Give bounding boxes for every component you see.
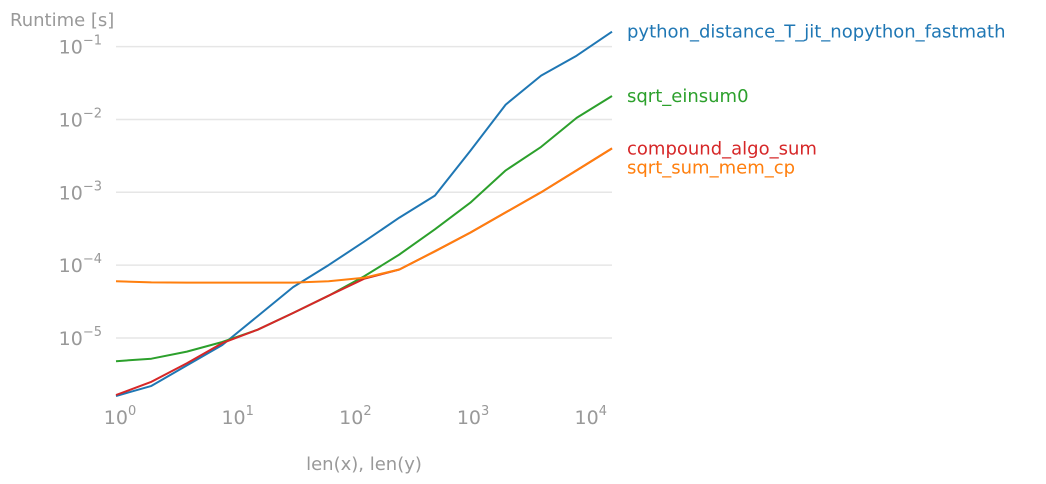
x-tick-labels: 100 101 102 103 104 — [104, 404, 607, 429]
series-line — [115, 147, 613, 396]
y-axis-title: Runtime [s] — [10, 10, 114, 31]
series-label: sqrt_sum_mem_cp — [627, 157, 795, 178]
series-label: python_distance_T_jit_nopython_fastmath — [627, 22, 1006, 43]
series-labels: python_distance_T_jit_nopython_fastmaths… — [627, 22, 1006, 179]
y-tick-label: 10−2 — [59, 106, 102, 131]
series-line — [115, 95, 613, 363]
x-axis-title: len(x), len(y) — [306, 454, 422, 475]
series-label: sqrt_einsum0 — [627, 86, 749, 107]
y-tick-label: 10−3 — [59, 179, 102, 204]
series-lines — [115, 30, 613, 397]
x-tick-label: 104 — [575, 404, 607, 429]
series-line — [115, 30, 613, 397]
gridlines — [116, 45, 612, 339]
y-tick-label: 10−1 — [59, 34, 102, 59]
series-label: compound_algo_sum — [627, 138, 817, 159]
series-line — [115, 147, 613, 284]
y-tick-labels: 10−5 10−4 10−3 10−2 10−1 — [59, 34, 102, 350]
y-tick-label: 10−4 — [59, 252, 102, 277]
x-tick-label: 101 — [221, 404, 253, 429]
x-tick-label: 100 — [104, 404, 136, 429]
x-tick-label: 103 — [457, 404, 489, 429]
y-tick-label: 10−5 — [59, 325, 102, 350]
x-tick-label: 102 — [339, 404, 371, 429]
